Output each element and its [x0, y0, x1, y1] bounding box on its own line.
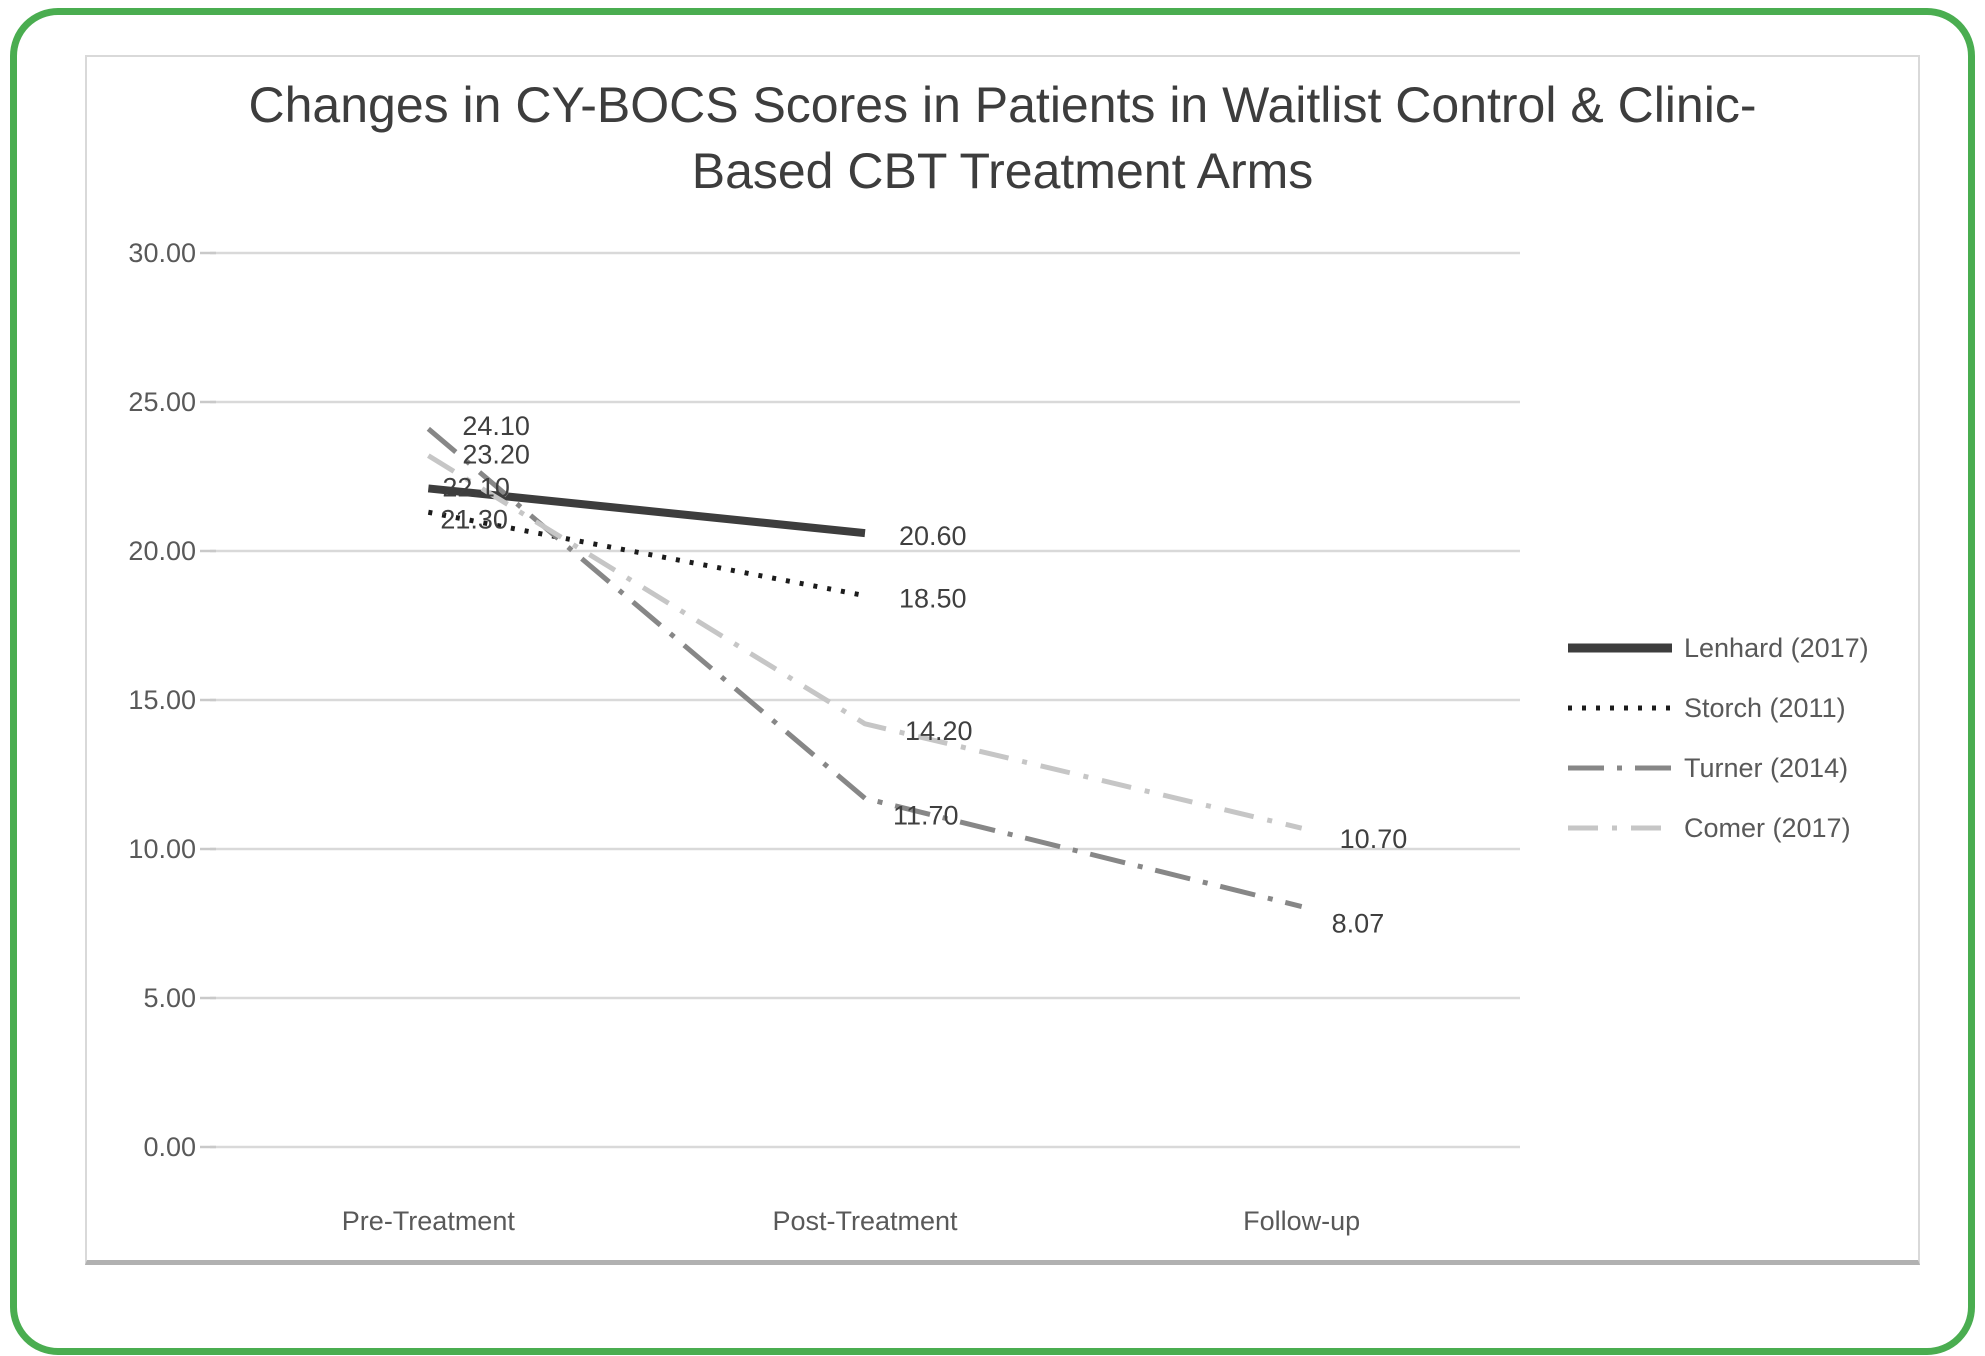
x-axis-category-label: Post-Treatment [772, 1206, 958, 1236]
data-label: 24.10 [462, 411, 530, 441]
x-axis-category-label: Follow-up [1243, 1206, 1360, 1236]
x-axis-category-label: Pre-Treatment [342, 1206, 516, 1236]
data-label: 23.20 [462, 440, 530, 470]
legend-item-comer: Comer (2017) [1568, 798, 1869, 858]
y-axis-tick-label: 15.00 [128, 685, 196, 715]
legend: Lenhard (2017) Storch (2011) Turner (2014)… [1568, 618, 1869, 858]
data-label: 20.60 [899, 521, 967, 551]
data-label: 22.10 [442, 472, 510, 502]
legend-item-turner: Turner (2014) [1568, 738, 1869, 798]
data-label: 10.70 [1340, 824, 1408, 854]
legend-key-storch [1568, 705, 1672, 711]
y-axis-tick-label: 10.00 [128, 834, 196, 864]
y-axis-tick-label: 30.00 [128, 238, 196, 268]
legend-key-turner [1568, 765, 1672, 771]
legend-item-storch: Storch (2011) [1568, 678, 1869, 738]
chart-title-line2: Based CBT Treatment Arms [691, 143, 1314, 199]
legend-key-lenhard [1568, 643, 1672, 653]
y-axis-tick-label: 0.00 [143, 1132, 196, 1162]
chart-panel [85, 55, 1920, 1265]
legend-label-comer: Comer (2017) [1684, 812, 1851, 843]
y-axis-tick-label: 25.00 [128, 387, 196, 417]
data-label: 18.50 [899, 584, 967, 614]
legend-key-comer [1568, 825, 1672, 831]
chart-title-line1: Changes in CY-BOCS Scores in Patients in… [248, 77, 1757, 133]
data-label: 14.20 [905, 716, 973, 746]
data-label: 21.30 [440, 504, 508, 534]
legend-label-turner: Turner (2014) [1684, 752, 1849, 783]
legend-item-lenhard: Lenhard (2017) [1568, 618, 1869, 678]
legend-label-lenhard: Lenhard (2017) [1684, 632, 1869, 663]
data-label: 11.70 [893, 800, 959, 830]
series-line-turner [426, 426, 1303, 909]
data-label: 8.07 [1332, 909, 1385, 939]
series-line-lenhard [427, 484, 866, 538]
legend-label-storch: Storch (2011) [1684, 692, 1846, 723]
chart-title: Changes in CY-BOCS Scores in Patients in… [85, 72, 1920, 204]
y-axis-tick-label: 20.00 [128, 536, 196, 566]
y-axis-tick-label: 5.00 [143, 983, 196, 1013]
series-line-comer [427, 453, 1303, 831]
